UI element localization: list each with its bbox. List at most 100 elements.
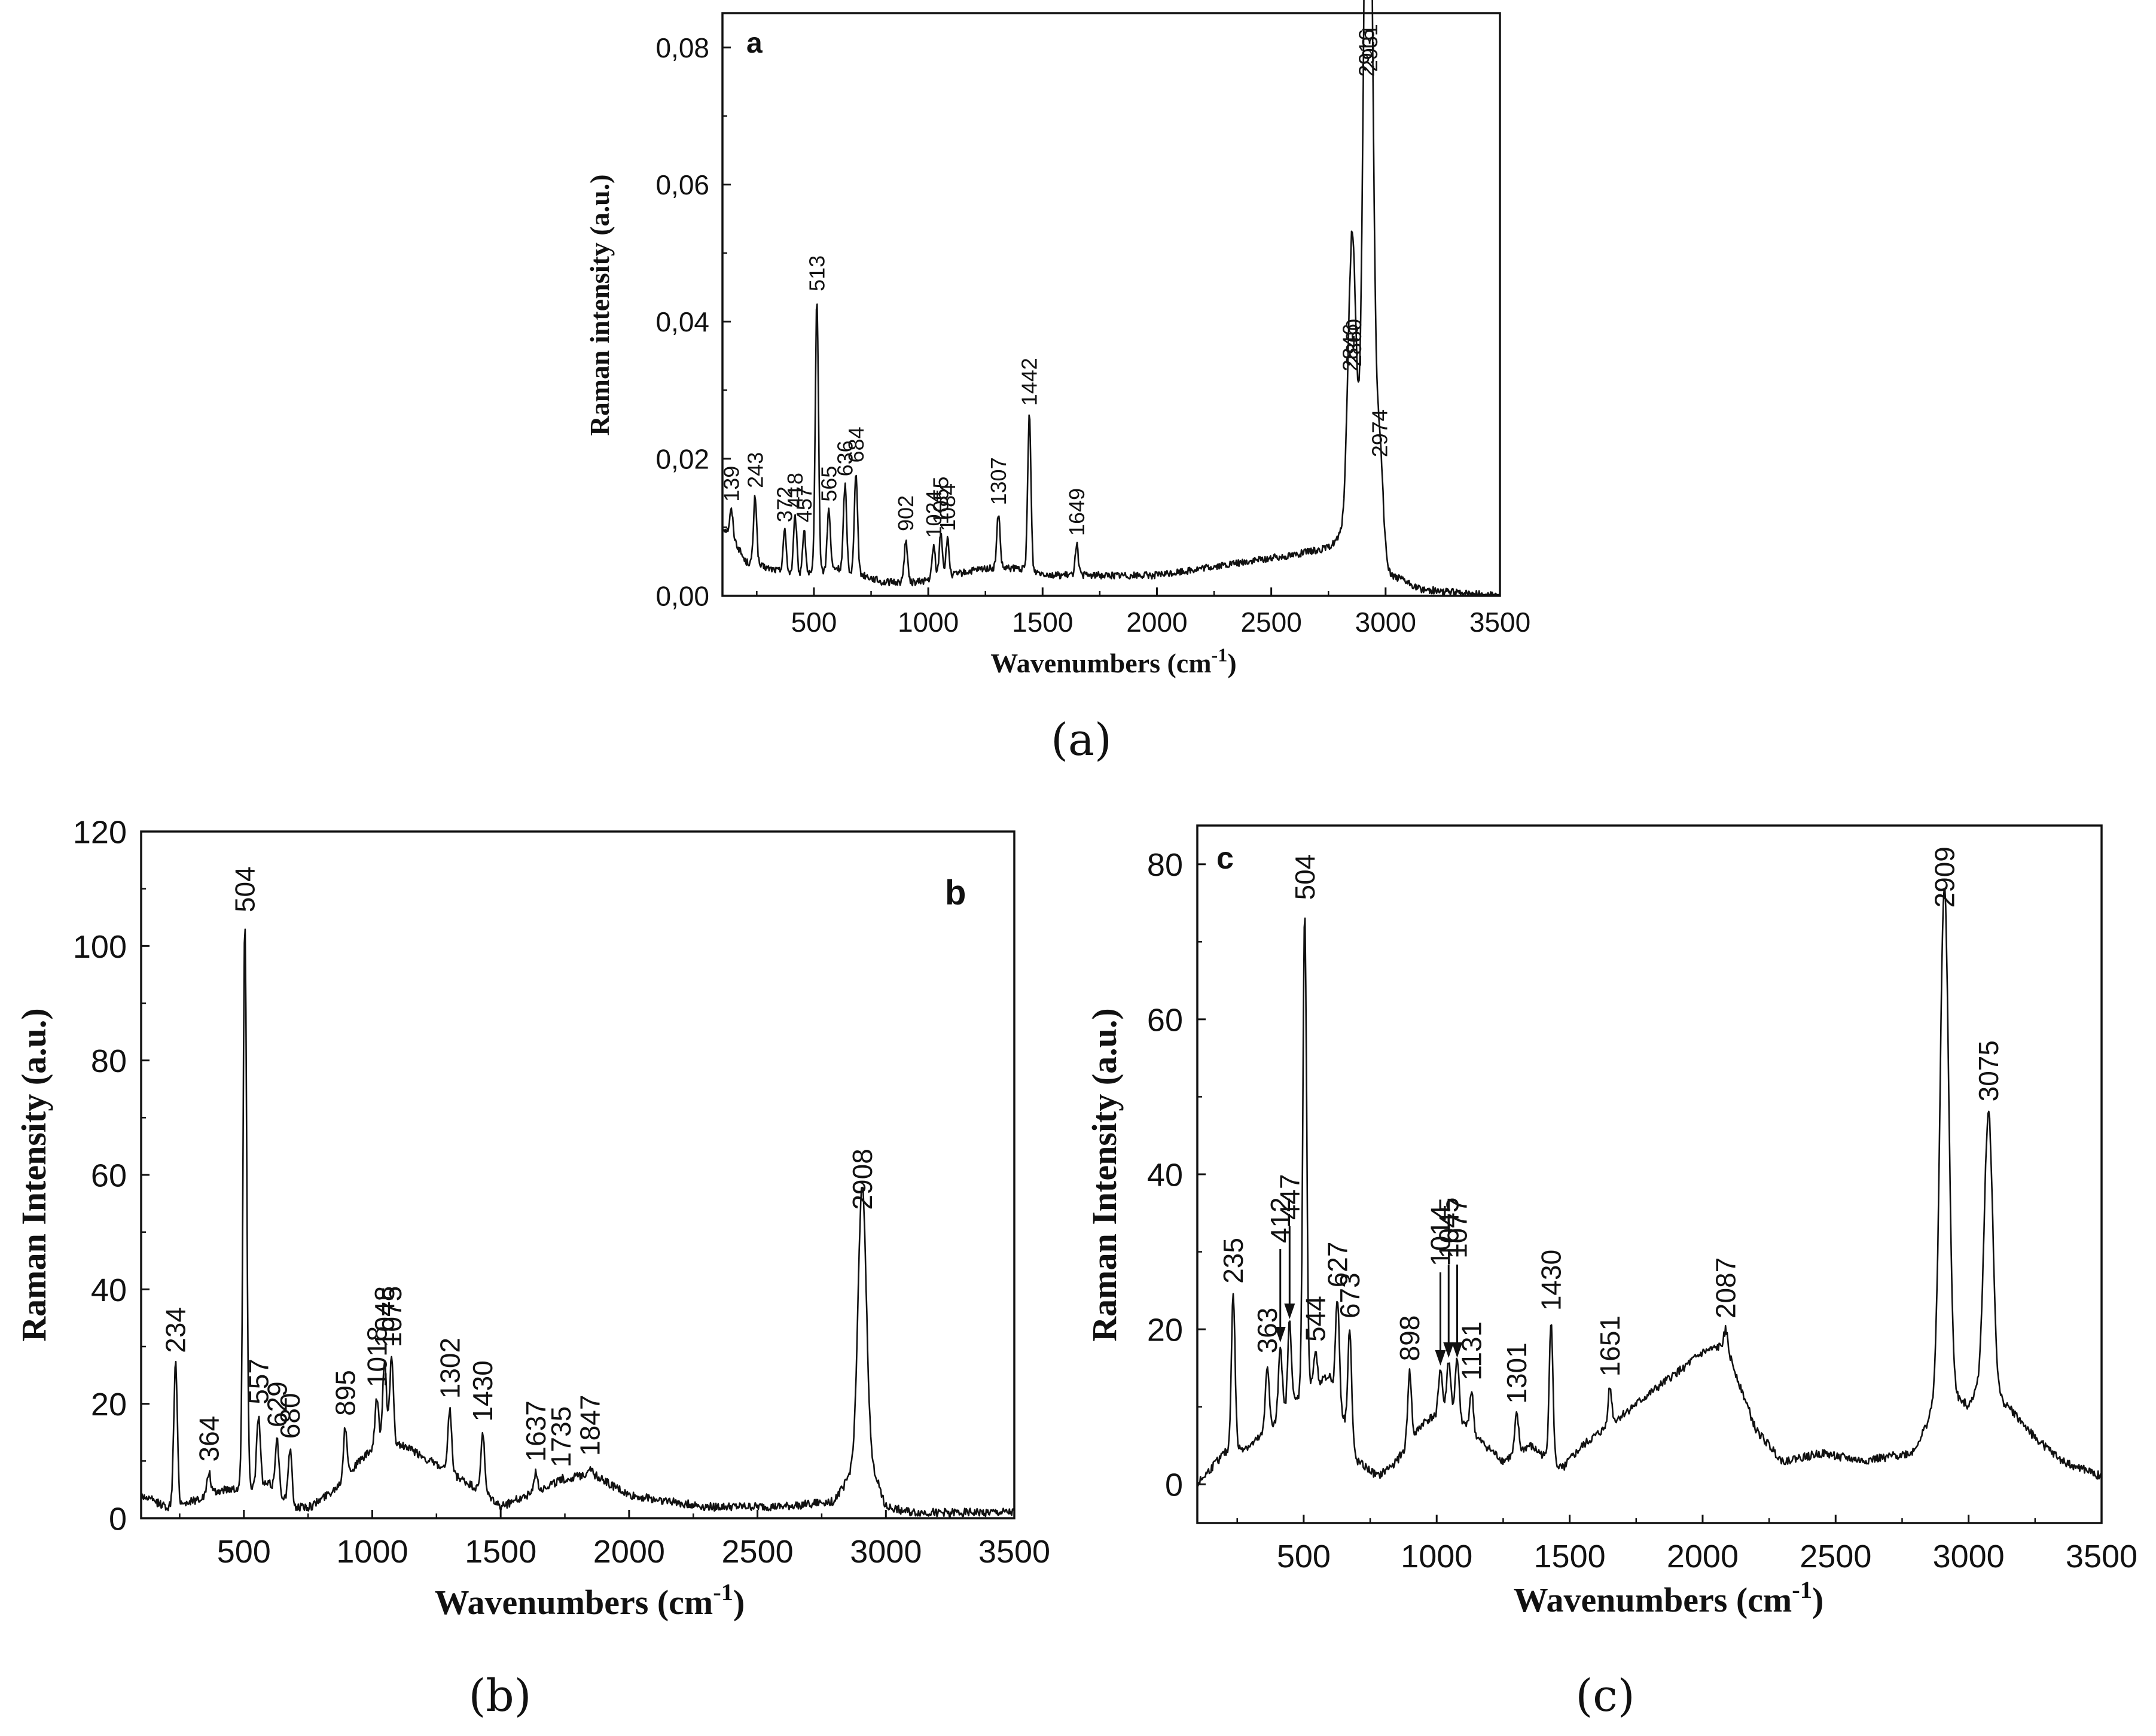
x-tick-label: 3000: [1355, 607, 1416, 638]
y-tick-label: 40: [1147, 1157, 1183, 1193]
x-axis-label: Wavenumbers (cm-1): [1514, 1576, 1824, 1619]
peak-label: 565: [816, 466, 841, 502]
x-tick-label: 2000: [1126, 607, 1187, 638]
y-tick-label: 20: [91, 1387, 127, 1423]
peak-label: 513: [805, 255, 830, 291]
y-tick-label: 0,04: [655, 306, 709, 337]
y-axis-label: Raman intensity (a.u.): [584, 174, 615, 435]
spectrum-line-b: [140, 928, 1015, 1518]
x-tick-label: 3500: [2066, 1539, 2137, 1574]
y-axis-label: Raman Intensity (a.u.): [1085, 1008, 1124, 1342]
x-tick-label: 1500: [1534, 1539, 1606, 1574]
peak-label: 2860: [1341, 319, 1366, 367]
y-tick-label: 0,00: [655, 581, 709, 612]
y-tick-label: 60: [91, 1158, 127, 1193]
peak-label: 680: [275, 1393, 306, 1439]
peak-label: 504: [230, 866, 261, 912]
panel-caption: (b): [468, 1670, 531, 1722]
peak-label: 684: [844, 427, 868, 462]
x-tick-label: 2500: [1800, 1539, 1871, 1574]
x-axis-label-sup: -1: [713, 1579, 733, 1606]
peak-label: 895: [330, 1370, 361, 1416]
panel-letter: b: [945, 873, 966, 912]
peak-arrow-head: [1443, 1342, 1454, 1358]
peak-label: 235: [1218, 1238, 1249, 1284]
peak-label: 557: [243, 1359, 274, 1405]
peak-label: 1024: [922, 490, 946, 538]
spectrum-line-c: [1197, 888, 2102, 1487]
peak-label: 1847: [574, 1395, 605, 1456]
peak-label: 2916: [1354, 29, 1379, 77]
chart-panel-b: 500 1000 1500 2000 2500 3000 3500 0 20 40 60 80 100 1…: [14, 814, 1050, 1722]
peak-label: 1084: [935, 483, 960, 531]
y-tick-label: 0: [109, 1501, 127, 1537]
y-tick-label: 20: [1147, 1312, 1183, 1348]
peak-label: 1651: [1594, 1315, 1626, 1376]
peak-label: 627: [1322, 1242, 1353, 1288]
peak-label: 1301: [1501, 1342, 1532, 1403]
x-axis-label-sup: -1: [1212, 644, 1228, 666]
peak-label: 1055: [929, 476, 953, 524]
y-tick-label: 0,02: [655, 443, 709, 474]
x-axis-label: Wavenumbers (cm-1): [435, 1579, 745, 1622]
y-axis-label: Raman Intensity (a.u.): [14, 1008, 53, 1342]
y-tick-label: 80: [1147, 847, 1183, 883]
y-tick-label: 0: [1165, 1467, 1183, 1503]
peak-label: 504: [1289, 854, 1321, 900]
peak-label: 1307: [986, 457, 1011, 505]
peak-label: 457: [792, 486, 816, 522]
panel-caption: (a): [1051, 714, 1112, 766]
peak-arrow-head: [1284, 1303, 1295, 1320]
x-tick-label: 500: [791, 607, 837, 638]
peak-label: 1735: [545, 1406, 577, 1467]
peak-label: 234: [160, 1307, 191, 1353]
chart-panel-a: 500 1000 1500 2000 2500 3000 3500 0,00 0,02 0,04 0…: [584, 0, 1530, 766]
chart-panel-c: 500 1000 1500 2000 2500 3000 3500 0 20 40 60 80 235 3…: [1085, 824, 2137, 1722]
peak-label: 2909: [1929, 846, 1960, 907]
peak-label: 1077: [1442, 1198, 1473, 1259]
peak-arrow-head: [1451, 1342, 1463, 1358]
peak-label: 2087: [1710, 1257, 1742, 1318]
panel-letter: a: [746, 28, 763, 59]
peak-label: 2908: [847, 1149, 878, 1210]
peak-label: 412: [1265, 1197, 1296, 1243]
peak-label: 139: [719, 466, 744, 502]
peak-label: 418: [783, 473, 807, 508]
y-tick-label: 80: [91, 1043, 127, 1079]
peak-label: 2846: [1338, 324, 1363, 371]
peak-label: 3075: [1973, 1040, 2004, 1101]
y-tick-label: 100: [73, 929, 127, 965]
x-axis-label: Wavenumbers (cm-1): [990, 644, 1236, 678]
x-tick-label: 500: [217, 1534, 271, 1570]
peak-label: 1048: [369, 1286, 400, 1347]
peak-label: 1014: [1425, 1205, 1456, 1266]
x-axis-label-close: ): [1812, 1580, 1823, 1619]
y-tick-label: 120: [73, 814, 127, 850]
peak-arrow-head: [1435, 1350, 1446, 1366]
x-axis-label-text: Wavenumbers (cm: [435, 1583, 713, 1622]
plot-frame-a: [721, 12, 1501, 597]
x-tick-label: 3000: [1933, 1539, 2005, 1574]
x-axis-label-close: ): [1227, 648, 1236, 678]
x-tick-label: 1000: [336, 1534, 408, 1570]
peak-label: 1442: [1017, 358, 1042, 406]
x-axis-label-sup: -1: [1792, 1576, 1812, 1603]
y-tick-label: 60: [1147, 1002, 1183, 1038]
spectrum-line-a: [721, 0, 1500, 596]
peak-label: 1649: [1065, 488, 1089, 536]
x-tick-label: 3000: [850, 1534, 922, 1570]
x-tick-label: 3500: [1469, 607, 1530, 638]
peak-label: 636: [833, 440, 858, 476]
peak-label: 902: [893, 495, 918, 531]
x-tick-label: 1500: [465, 1534, 536, 1570]
x-axis-label-close: ): [733, 1583, 745, 1622]
x-tick-label: 500: [1277, 1539, 1331, 1574]
x-tick-label: 1500: [1012, 607, 1073, 638]
x-tick-label: 2500: [1240, 607, 1301, 638]
peak-arrow-head: [1274, 1327, 1286, 1343]
x-axis-label-text: Wavenumbers (cm: [990, 648, 1211, 678]
x-tick-label: 1000: [898, 607, 959, 638]
peak-label: 1075: [376, 1286, 407, 1347]
